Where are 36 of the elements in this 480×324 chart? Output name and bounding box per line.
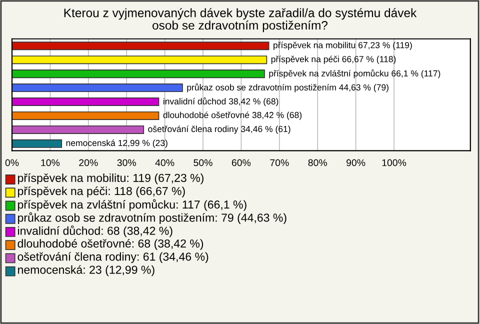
- x-tick-label: 60%: [232, 159, 251, 166]
- data-label: nemocenská 12,99 % (23): [66, 140, 168, 148]
- bar: [12, 125, 144, 134]
- x-tick-label: 20%: [79, 159, 98, 166]
- x-tick-label: 90%: [346, 159, 366, 166]
- bar: [12, 42, 270, 50]
- data-label: příspěvek na zvláštní pomůcku 66,1 % (117): [269, 69, 440, 78]
- data-label: příspěvek na péči 66,67 % (118): [271, 56, 396, 64]
- text: invalidní důchod: 68 (38,42 %): [18, 225, 172, 238]
- text: příspěvek na zvláštní pomůcku: 117 (66,1 %): [18, 199, 246, 211]
- bar: [12, 84, 183, 92]
- data-label: ošetřování člena rodiny 34,46 % (61): [148, 126, 290, 134]
- x-tick-label: 100%: [382, 159, 406, 166]
- x-tick-label: 70%: [270, 159, 289, 166]
- x-tick-label: 50%: [194, 159, 212, 166]
- text: ošetřování člena rodiny: 61 (34,46 %): [18, 252, 208, 264]
- bar: [12, 70, 265, 78]
- text: průkaz osob se zdravotním postižením: 79 (44,63 %): [18, 212, 286, 224]
- data-label: příspěvek na mobilitu 67,23 % (119): [274, 42, 412, 50]
- bar: [12, 97, 160, 106]
- bar: [12, 139, 62, 148]
- data-label: invalidní důchod 38,42 % (68): [164, 97, 278, 106]
- data-label: průkaz osob se zdravotním postižením 44,63 % (79): [187, 83, 388, 92]
- text: příspěvek na mobilitu: 119 (67,23 %): [18, 173, 204, 184]
- data-label: dlouhodobé ošetřovné 38,42 % (68): [163, 112, 302, 120]
- x-tick-label: 40%: [155, 159, 174, 166]
- text: dlouhodobé ošetřovné: 68 (38,42 %): [18, 239, 204, 250]
- text: příspěvek na péči: 118 (66,67 %): [18, 186, 185, 198]
- bar: [12, 56, 268, 64]
- x-tick-label: 0%: [5, 159, 19, 166]
- chart-title: Kterou z vyjmenovaných dávek byste zařadil/a do systému dávek osob se zdravotním postižením?: [64, 8, 417, 32]
- x-tick-label: 10%: [41, 159, 60, 166]
- x-tick-label: 80%: [308, 159, 327, 166]
- bar: [12, 111, 160, 120]
- x-tick-label: 30%: [117, 159, 136, 166]
- text: nemocenská: 23 (12,99 %): [18, 265, 154, 276]
